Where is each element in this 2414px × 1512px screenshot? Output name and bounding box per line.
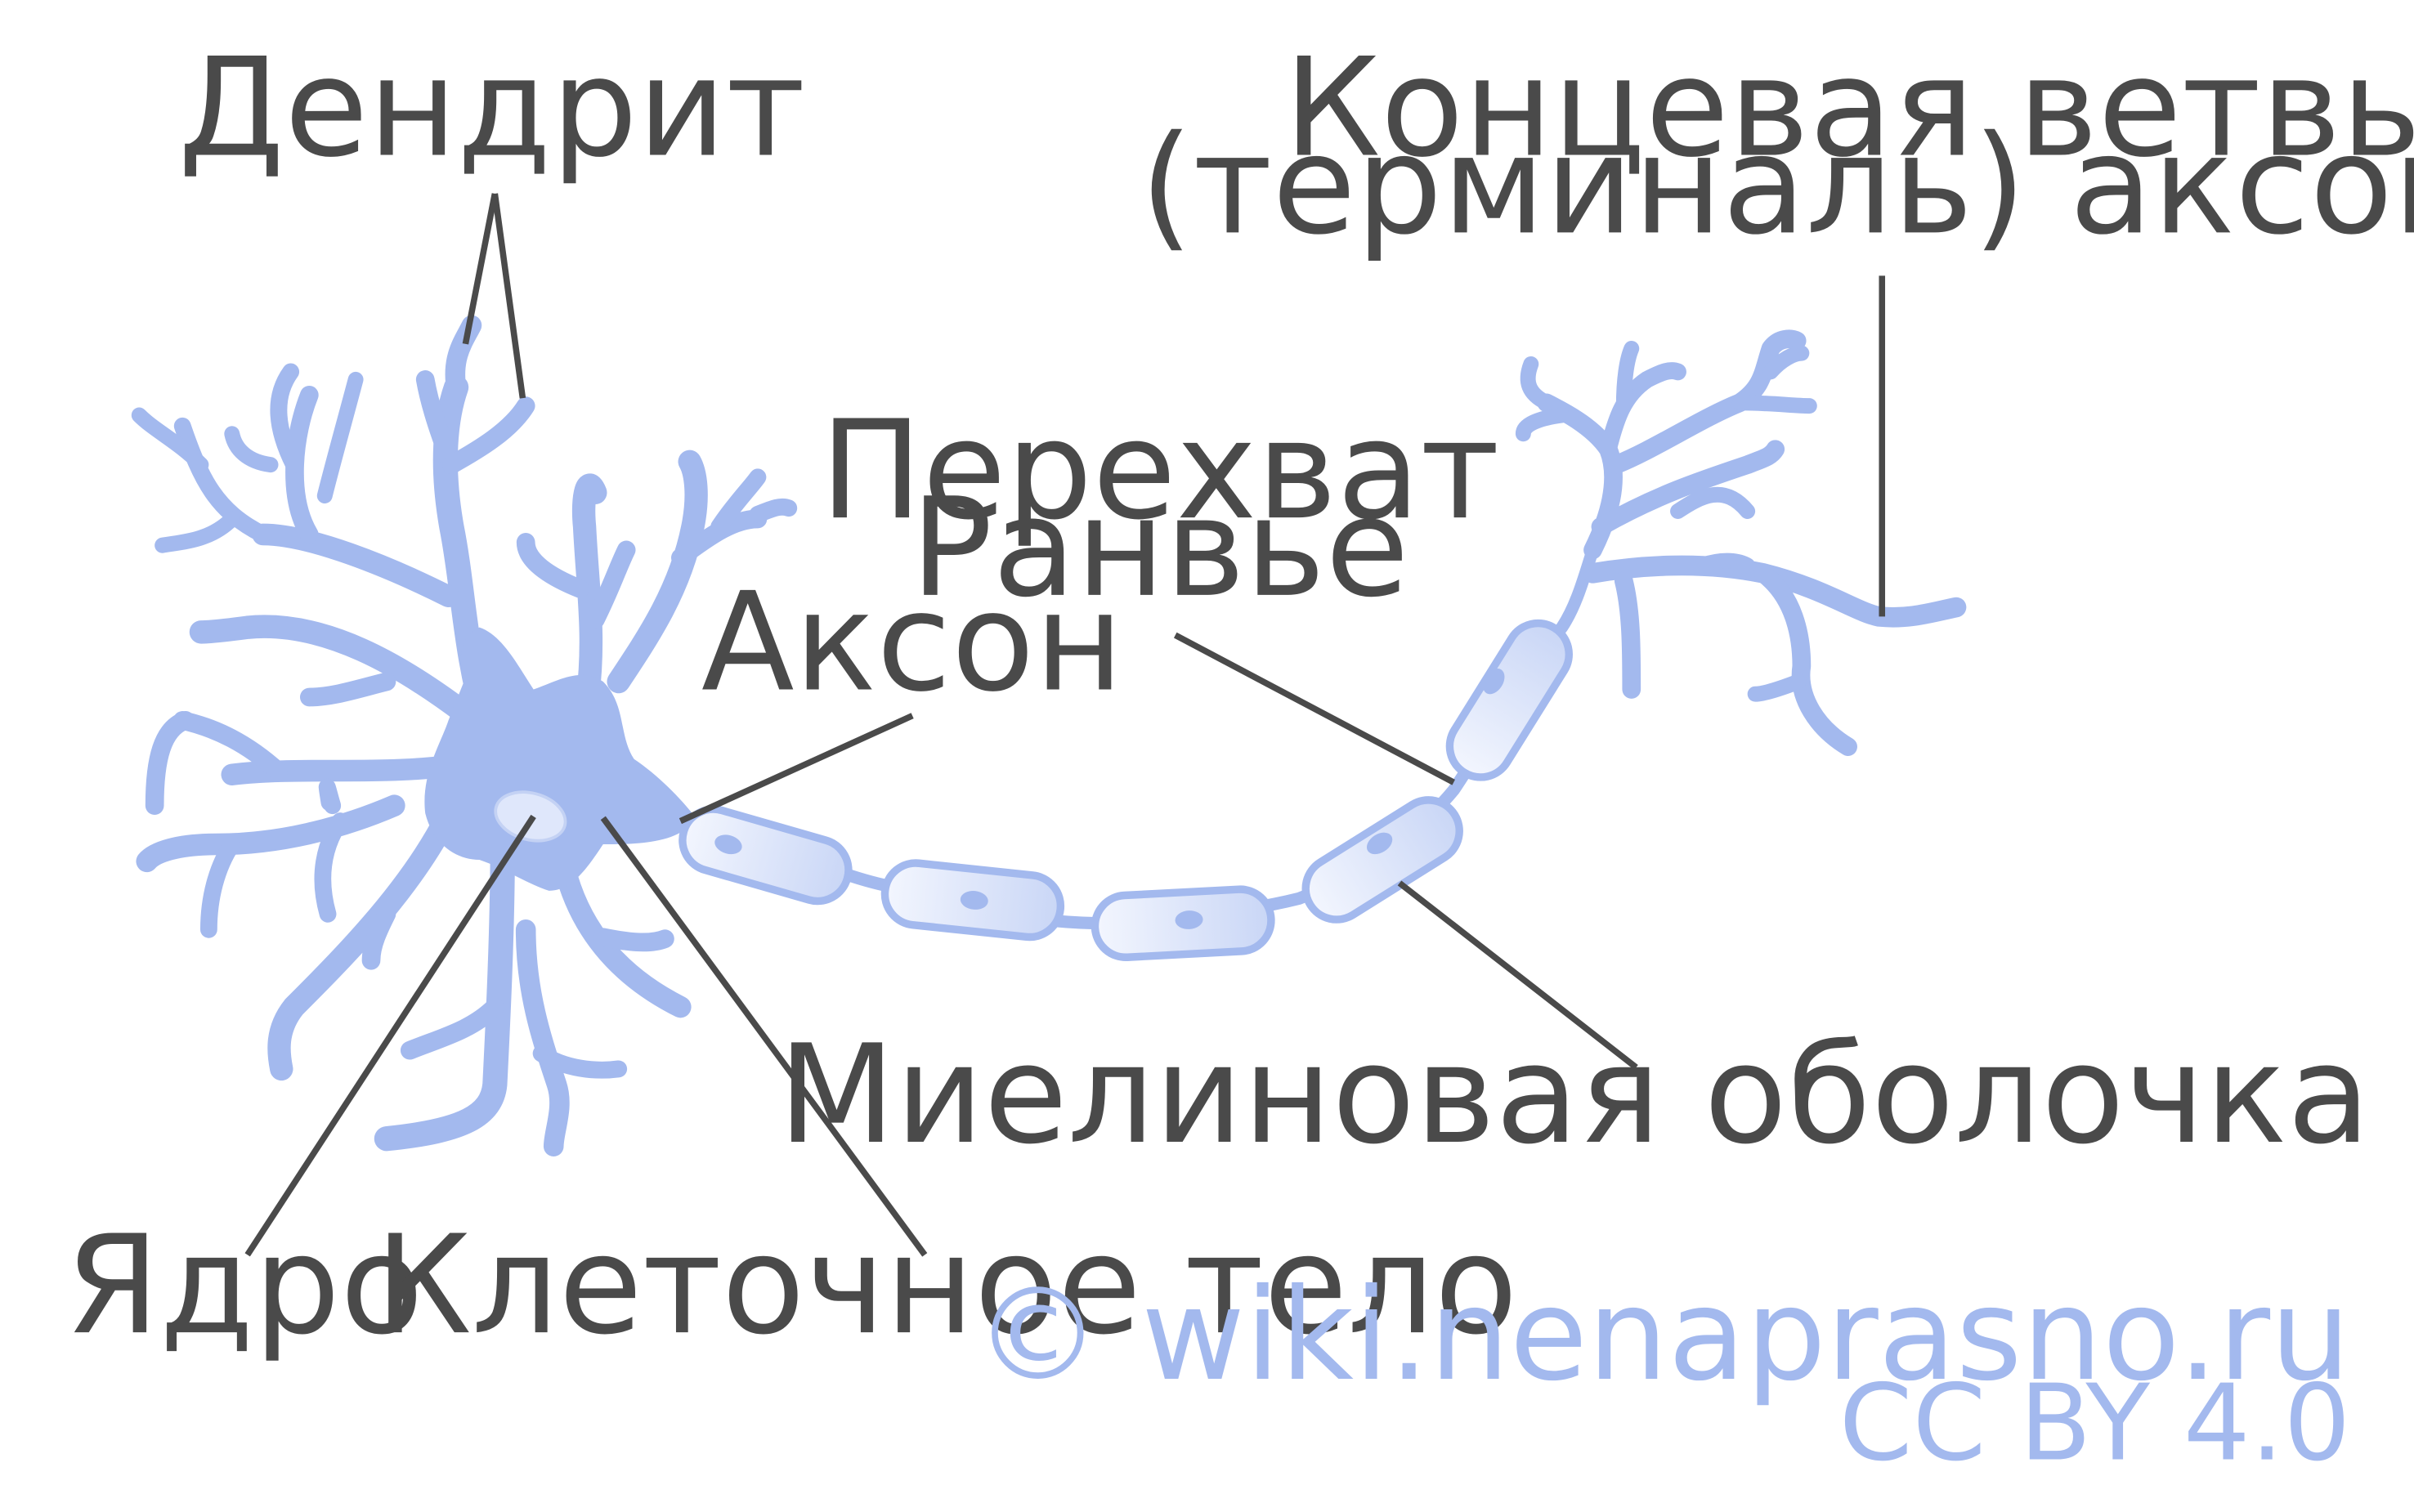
label-node-of-ranvier-line2: Ранвье (911, 469, 1409, 628)
myelin-sheath-segment (880, 859, 1065, 942)
credit-site: © wiki.nenaprasno.ru (974, 1261, 2351, 1409)
label-myelin-sheath: Миелиновая оболочка (778, 1016, 2371, 1174)
leader-dendrite-1 (462, 193, 499, 345)
label-axon-terminal-line2: (терминаль) аксона (1140, 106, 2414, 265)
label-axon: Аксон (701, 563, 1124, 722)
neuron-dendrites (131, 315, 798, 1156)
label-node-of-ranvier-line1: Перехват (820, 391, 1499, 550)
myelin-sheath-segment (1091, 885, 1275, 962)
cell-body (424, 627, 696, 891)
myelin-sheath-segment (1445, 619, 1573, 781)
myelin-sheath-segment (679, 805, 853, 906)
leader-myelin-sheath (1397, 880, 1638, 1070)
leader-dendrite-2 (491, 193, 526, 399)
label-axon-terminal-line1: Концевая ветвь (1284, 29, 2414, 187)
leader-nucleus (244, 814, 536, 1257)
myelin-sheath-segment (1301, 796, 1463, 924)
leader-axon (679, 713, 914, 825)
label-cell-body: Клеточное тело (375, 1206, 1518, 1365)
leader-lines (244, 193, 1886, 1257)
axon-terminal-branches (1515, 329, 1967, 756)
leader-cell-body (600, 816, 928, 1257)
label-nucleus: Ядро (65, 1206, 423, 1365)
leader-node-of-ranvier (1173, 632, 1455, 785)
label-dendrite: Дендрит (178, 29, 805, 187)
credit-license: CC BY 4.0 (1839, 1362, 2351, 1484)
